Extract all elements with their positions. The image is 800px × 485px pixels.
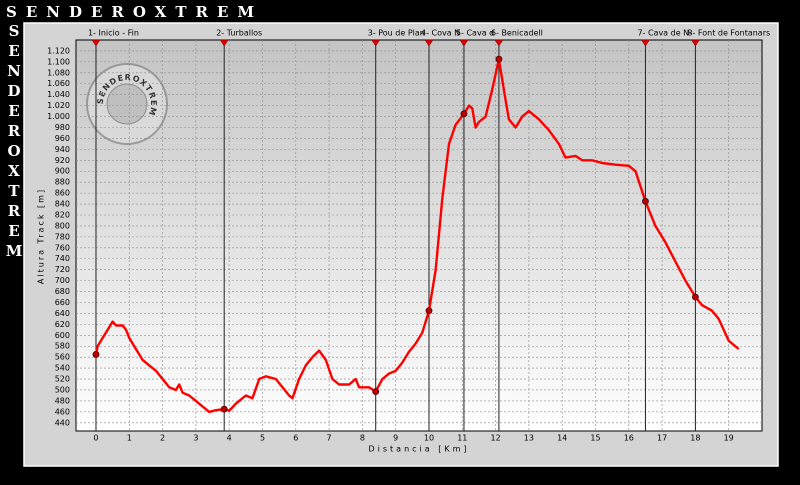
waypoint-flag <box>424 39 434 47</box>
waypoint-marker <box>691 293 699 301</box>
y-tick-label: 940 <box>55 145 70 154</box>
y-tick-label: 1.040 <box>47 90 70 99</box>
y-tick-label: 920 <box>55 156 70 165</box>
y-tick-label: 560 <box>55 353 70 362</box>
y-tick-label: 1.000 <box>47 112 70 121</box>
waypoint-marker <box>92 351 100 358</box>
x-tick-label: 0 <box>93 434 98 443</box>
y-tick-label: 680 <box>55 287 70 296</box>
waypoint-label: 8- Font de Fontanars <box>687 29 770 38</box>
x-tick-label: 8 <box>360 434 365 443</box>
y-tick-label: 640 <box>55 309 70 318</box>
x-tick-label: 6 <box>293 434 298 443</box>
site-title: SENDEROXTREM <box>6 3 263 21</box>
y-tick-label: 500 <box>55 385 70 394</box>
y-tick-label: 480 <box>55 396 70 405</box>
y-tick-label: 1.120 <box>47 46 70 55</box>
y-tick-label: 960 <box>55 134 70 143</box>
y-tick-label: 700 <box>55 276 70 285</box>
x-tick-label: 18 <box>690 434 700 443</box>
waypoint-flag <box>494 39 504 47</box>
y-tick-label: 1.020 <box>47 101 70 110</box>
x-tick-label: 17 <box>657 434 667 443</box>
y-tick-label: 1.080 <box>47 68 70 77</box>
y-tick-label: 520 <box>55 375 70 384</box>
x-tick-label: 12 <box>490 434 500 443</box>
waypoint-marker <box>372 388 380 396</box>
x-tick-label: 10 <box>424 434 434 443</box>
waypoint-flag <box>371 39 381 47</box>
y-tick-label: 720 <box>55 265 70 274</box>
x-tick-label: 19 <box>724 434 734 443</box>
x-tick-label: 16 <box>624 434 634 443</box>
y-tick-label: 460 <box>55 407 70 416</box>
y-tick-label: 980 <box>55 123 70 132</box>
y-tick-label: 1.060 <box>47 79 70 88</box>
x-tick-label: 11 <box>457 434 467 443</box>
x-tick-label: 15 <box>590 434 600 443</box>
waypoint-label: 1- Inicio - Fin <box>88 29 139 38</box>
y-tick-label: 540 <box>55 364 70 373</box>
logo: SENDEROXTREM <box>86 63 168 145</box>
y-tick-label: 580 <box>55 342 70 351</box>
y-tick-label: 440 <box>55 418 70 427</box>
waypoint-marker <box>495 55 503 63</box>
waypoint-flag <box>690 39 700 47</box>
y-tick-label: 740 <box>55 254 70 263</box>
site-title-vertical: SENDEROXTREM <box>5 22 23 262</box>
y-tick-label: 860 <box>55 189 70 198</box>
y-tick-label: 880 <box>55 178 70 187</box>
waypoint-marker <box>642 197 649 205</box>
waypoint-marker <box>220 405 228 413</box>
waypoint-label: 5- Cava d <box>456 29 494 38</box>
waypoint-flag <box>459 39 469 47</box>
y-tick-label: 820 <box>55 210 70 219</box>
waypoint-label: 6- Benicadell <box>491 29 543 38</box>
logo-center <box>106 83 148 125</box>
waypoint-label: 2- Turballos <box>216 29 262 38</box>
x-tick-label: 7 <box>327 434 332 443</box>
plot-area <box>75 39 763 432</box>
y-tick-label: 780 <box>55 232 70 241</box>
waypoint-label: 7- Cava de N- <box>637 29 692 38</box>
waypoint-marker <box>425 307 433 315</box>
y-tick-label: 800 <box>55 221 70 230</box>
waypoint-label: 3- Pou de Plan <box>368 29 425 38</box>
x-tick-label: 13 <box>524 434 534 443</box>
y-tick-label: 760 <box>55 243 70 252</box>
x-tick-label: 1 <box>127 434 132 443</box>
y-tick-label: 660 <box>55 298 70 307</box>
y-tick-label: 840 <box>55 200 70 209</box>
x-tick-label: 9 <box>393 434 398 443</box>
y-tick-label: 620 <box>55 320 70 329</box>
waypoint-flag <box>640 39 650 47</box>
waypoint-flag <box>91 39 101 47</box>
y-tick-label: 900 <box>55 167 70 176</box>
waypoint-flag <box>219 39 229 47</box>
x-tick-label: 5 <box>260 434 265 443</box>
waypoint-marker <box>460 110 468 118</box>
x-tick-label: 4 <box>227 434 232 443</box>
x-tick-label: 14 <box>557 434 567 443</box>
x-tick-label: 3 <box>193 434 198 443</box>
x-axis-label: Distancia [Km] <box>368 445 469 454</box>
waypoint-label: 4- Cova N <box>421 29 460 38</box>
y-tick-label: 1.100 <box>47 57 70 66</box>
x-tick-label: 2 <box>160 434 165 443</box>
y-tick-label: 600 <box>55 331 70 340</box>
y-axis-label: Altura Track [m] <box>37 188 46 284</box>
elevation-line <box>94 57 740 414</box>
